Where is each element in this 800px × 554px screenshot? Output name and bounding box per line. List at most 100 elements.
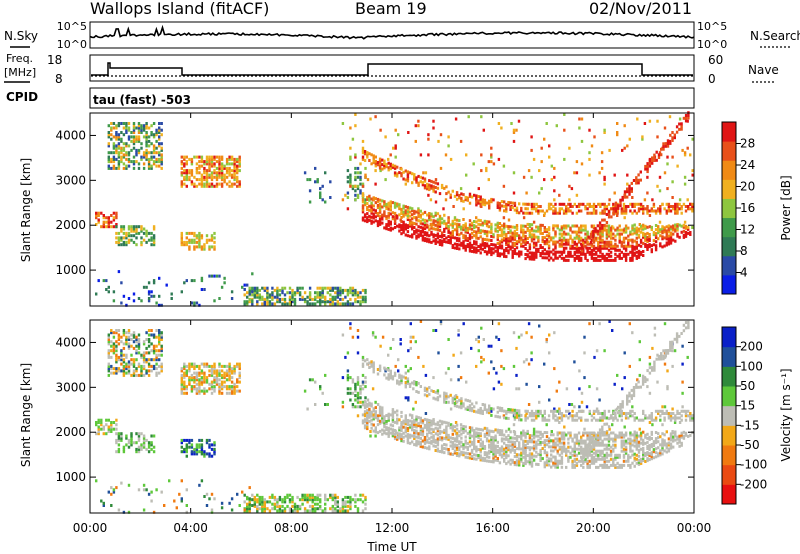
heatmap-cell bbox=[266, 302, 269, 306]
heatmap-cell bbox=[220, 387, 224, 391]
heatmap-cell bbox=[567, 258, 570, 262]
heatmap-cell bbox=[449, 193, 452, 197]
heatmap-cell bbox=[389, 204, 392, 208]
heatmap-cell bbox=[554, 230, 557, 234]
heatmap-cell bbox=[458, 434, 461, 438]
heatmap-cell bbox=[110, 425, 113, 429]
heatmap-cell bbox=[445, 222, 448, 226]
heatmap-cell bbox=[518, 240, 521, 244]
heatmap-cell bbox=[147, 231, 151, 235]
heatmap-cell bbox=[132, 360, 136, 364]
heatmap-cell bbox=[137, 137, 141, 141]
heatmap-cell bbox=[509, 247, 512, 251]
heatmap-cell bbox=[470, 235, 474, 239]
heatmap-cell bbox=[215, 155, 219, 159]
heatmap-cell bbox=[195, 389, 199, 393]
heatmap-cell bbox=[614, 252, 617, 256]
heatmap-cell bbox=[147, 329, 151, 332]
heatmap-cell bbox=[520, 236, 523, 240]
heatmap-cell bbox=[147, 299, 151, 303]
heatmap-cell bbox=[381, 158, 384, 162]
heatmap-cell bbox=[115, 423, 118, 427]
heatmap-cell bbox=[500, 244, 504, 248]
heatmap-cell bbox=[122, 146, 126, 150]
heatmap-cell bbox=[402, 226, 405, 230]
heatmap-cell bbox=[432, 440, 435, 444]
heatmap-cell bbox=[95, 223, 98, 226]
heatmap-cell bbox=[147, 166, 151, 170]
heatmap-cell bbox=[586, 248, 589, 252]
heatmap-cell bbox=[160, 362, 163, 366]
heatmap-cell bbox=[419, 219, 422, 223]
heatmap-cell bbox=[296, 286, 299, 290]
heatmap-cell bbox=[490, 224, 493, 228]
heatmap-cell bbox=[334, 509, 337, 513]
heatmap-cell bbox=[120, 229, 123, 233]
heatmap-cell bbox=[577, 209, 581, 213]
heatmap-cell bbox=[198, 231, 201, 235]
heatmap-cell bbox=[122, 373, 126, 377]
heatmap-cell bbox=[120, 157, 123, 161]
heatmap-cell bbox=[590, 256, 594, 260]
heatmap-cell bbox=[674, 229, 677, 233]
heatmap-cell bbox=[137, 373, 141, 377]
heatmap-cell bbox=[218, 382, 221, 386]
heatmap-cell bbox=[142, 231, 146, 235]
heatmap-cell bbox=[152, 234, 156, 238]
heatmap-cell bbox=[580, 249, 584, 253]
heatmap-cell bbox=[303, 507, 307, 511]
heatmap-cell bbox=[413, 211, 416, 215]
heatmap-cell bbox=[616, 226, 619, 230]
heatmap-cell bbox=[120, 243, 123, 247]
heatmap-cell bbox=[370, 211, 373, 215]
heatmap-cell bbox=[213, 164, 216, 168]
heatmap-cell bbox=[638, 358, 641, 362]
heatmap-cell bbox=[485, 230, 489, 234]
heatmap-cell bbox=[112, 151, 116, 155]
heatmap-cell bbox=[510, 122, 513, 125]
heatmap-cell bbox=[193, 245, 196, 249]
heatmap-cell bbox=[609, 230, 613, 234]
heatmap-cell bbox=[462, 236, 465, 240]
heatmap-cell bbox=[389, 164, 392, 168]
heatmap-cell bbox=[220, 157, 224, 161]
heatmap-cell bbox=[132, 346, 136, 350]
heatmap-cell bbox=[180, 389, 183, 393]
heatmap-cell bbox=[387, 203, 390, 207]
heatmap-cell bbox=[481, 243, 484, 247]
heatmap-cell bbox=[142, 434, 146, 438]
heatmap-cell bbox=[520, 209, 523, 213]
heatmap-cell bbox=[691, 207, 694, 211]
heatmap-cell bbox=[530, 235, 534, 239]
heatmap-cell bbox=[552, 209, 555, 213]
heatmap-cell bbox=[374, 434, 377, 438]
heatmap-cell bbox=[396, 413, 399, 417]
heatmap-cell bbox=[160, 153, 163, 157]
heatmap-cell bbox=[500, 228, 504, 232]
heatmap-cell bbox=[598, 221, 602, 225]
heatmap-cell bbox=[411, 233, 414, 237]
heatmap-cell bbox=[354, 124, 357, 128]
heatmap-cell bbox=[428, 212, 431, 215]
heatmap-cell bbox=[132, 126, 136, 130]
heatmap-cell bbox=[637, 227, 641, 231]
heatmap-cell bbox=[560, 228, 564, 232]
heatmap-cell bbox=[145, 371, 148, 375]
heatmap-cell bbox=[291, 293, 294, 297]
heatmap-cell bbox=[443, 229, 446, 233]
heatmap-cell bbox=[443, 238, 446, 241]
heatmap-cell bbox=[633, 247, 636, 251]
heatmap-cell bbox=[356, 184, 360, 188]
heatmap-cell bbox=[496, 233, 499, 237]
heatmap-cell bbox=[622, 252, 626, 256]
heatmap-cell bbox=[336, 291, 339, 295]
heatmap-cell bbox=[142, 443, 146, 447]
heatmap-cell bbox=[198, 378, 201, 382]
heatmap-cell bbox=[233, 364, 236, 368]
heatmap-cell bbox=[142, 373, 146, 377]
heatmap-cell bbox=[321, 391, 324, 395]
heatmap-cell bbox=[477, 226, 480, 230]
cpid-panel-frame bbox=[89, 87, 695, 109]
heatmap-cell bbox=[654, 211, 658, 215]
heatmap-cell bbox=[447, 235, 450, 238]
